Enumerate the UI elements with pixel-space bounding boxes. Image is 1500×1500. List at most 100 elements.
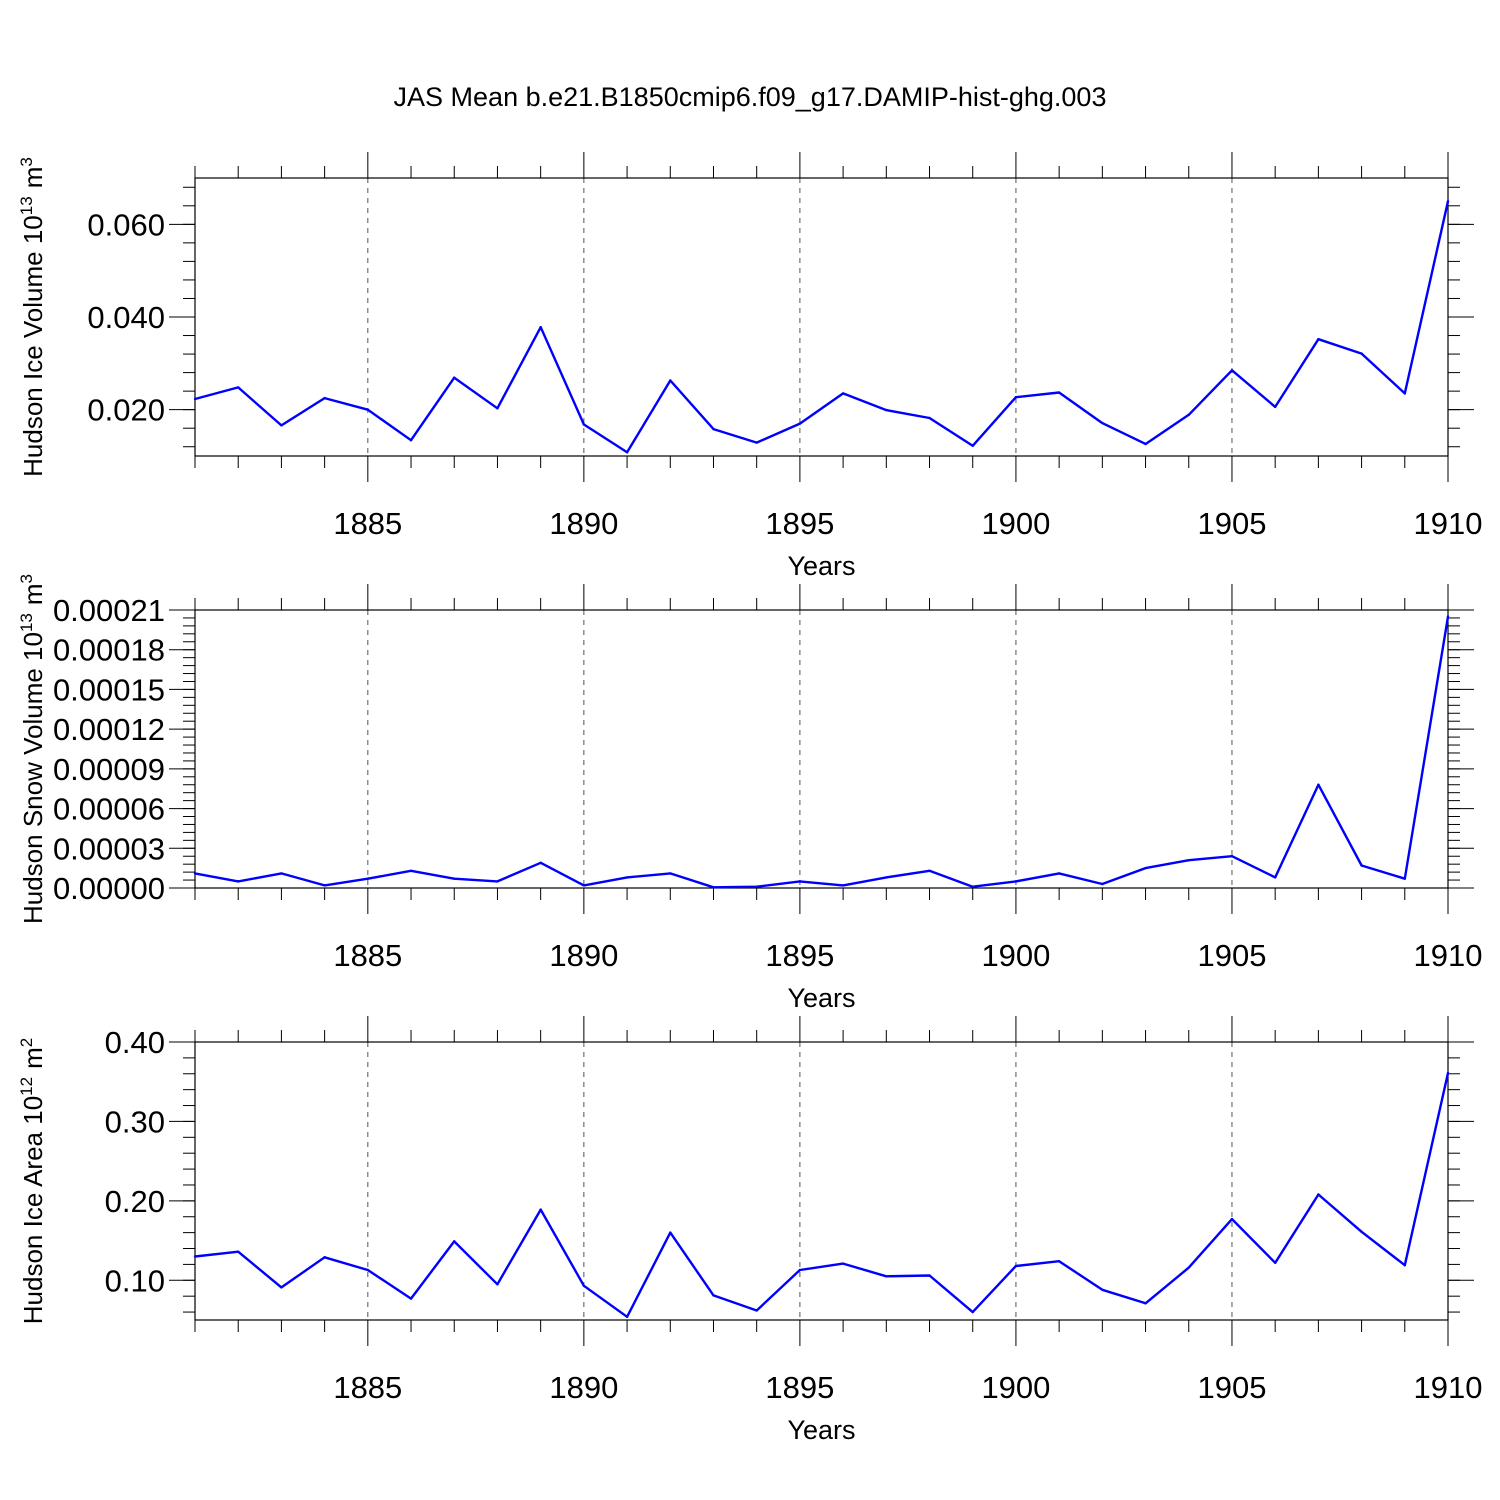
data-point — [755, 1309, 758, 1312]
data-point — [928, 416, 931, 420]
data-point — [755, 441, 758, 444]
data-point — [1187, 859, 1190, 862]
chart-panel-ice-volume: 1885 1890 1895 1900 1905 1910 Years 0.020 0.040 0… — [17, 152, 1482, 581]
data-point — [1187, 413, 1190, 416]
data-point — [496, 880, 499, 883]
data-point — [1144, 1302, 1147, 1305]
x-tick-label: 1905 — [1197, 938, 1266, 973]
data-point — [1144, 866, 1147, 870]
data-point — [1014, 395, 1018, 399]
data-point — [582, 1284, 586, 1288]
data-point — [237, 880, 240, 883]
plot-frame — [194, 609, 1449, 889]
x-axis-title: Years — [787, 1415, 855, 1445]
data-point — [1187, 1266, 1190, 1269]
data-point — [280, 424, 283, 427]
y-axis-title-unit: m — [18, 583, 48, 605]
data-point — [280, 1286, 283, 1289]
x-axis-title: Years — [787, 551, 855, 581]
data-point — [1317, 1193, 1320, 1196]
data-point — [1230, 369, 1234, 372]
data-point — [582, 423, 586, 426]
data-point — [1101, 1288, 1104, 1292]
plot-frame — [194, 1041, 1449, 1321]
data-point — [712, 886, 715, 889]
data-point — [712, 1294, 715, 1297]
x-tick-label: 1890 — [549, 938, 618, 973]
data-point — [1057, 872, 1061, 875]
data-point — [1144, 442, 1147, 446]
data-point — [971, 444, 974, 448]
data-point — [798, 422, 802, 425]
y-tick-label: 0.00012 — [53, 712, 165, 747]
data-point — [1273, 405, 1277, 409]
data-point — [1057, 1260, 1061, 1263]
data-point — [1230, 855, 1234, 858]
x-tick-label: 1895 — [765, 938, 834, 973]
y-tick-label: 0.040 — [87, 300, 165, 335]
data-point — [1230, 1217, 1234, 1221]
y-axis-title-text: Hudson Ice Volume 10 — [18, 215, 48, 477]
data-point — [1057, 391, 1061, 394]
x-tick-label: 1885 — [333, 506, 402, 541]
y-axis-title-exponent: 13 — [17, 196, 36, 215]
y-tick-label: 0.40 — [105, 1025, 165, 1060]
main-title: JAS Mean b.e21.B1850cmip6.f09_g17.DAMIP-… — [394, 82, 1107, 112]
data-point — [971, 1310, 974, 1314]
data-point — [366, 877, 370, 880]
data-point — [1446, 199, 1450, 203]
data-point — [323, 396, 326, 400]
data-point — [1403, 1263, 1406, 1267]
data-point — [625, 876, 629, 879]
data-point — [885, 876, 888, 879]
data-point — [323, 884, 326, 887]
data-point — [625, 451, 629, 454]
data-point — [453, 376, 456, 379]
data-point — [1403, 877, 1406, 880]
x-tick-label: 1900 — [981, 938, 1050, 973]
chart-panel-ice-area: 1885 1890 1895 1900 1905 1910 Years 0.10 0.20 0.3… — [17, 1016, 1482, 1445]
y-tick-label: 0.00003 — [53, 831, 165, 866]
data-point — [366, 1268, 370, 1272]
data-point — [1446, 1071, 1450, 1075]
data-point — [669, 1231, 672, 1234]
data-point — [366, 408, 370, 411]
data-point — [237, 1250, 240, 1253]
data-point — [841, 1262, 845, 1265]
data-point — [193, 1255, 197, 1258]
y-tick-label: 0.060 — [87, 207, 165, 242]
data-point — [1014, 1264, 1018, 1268]
y-axis-title-exponent: 13 — [17, 613, 36, 632]
data-point — [841, 884, 845, 887]
y-axis-title-exponent: 12 — [17, 1077, 36, 1096]
x-tick-label: 1890 — [549, 506, 618, 541]
data-point — [1403, 392, 1406, 395]
data-point — [798, 1268, 802, 1272]
x-tick-label: 1895 — [765, 1370, 834, 1405]
y-tick-label: 0.00015 — [53, 672, 165, 707]
data-point — [237, 386, 240, 389]
data-point — [539, 1208, 542, 1211]
data-point — [798, 880, 802, 883]
y-axis-title: Hudson Snow Volume 1013 m3 — [17, 574, 48, 924]
chart-panel-snow-volume: 1885 1890 1895 1900 1905 1910 Years 0.00000 0.00… — [17, 574, 1482, 1013]
y-axis-title-unit: m — [18, 1047, 48, 1069]
data-point — [1317, 783, 1320, 786]
data-point — [625, 1315, 629, 1319]
y-axis-title-unit-exponent: 3 — [17, 574, 36, 583]
data-point — [841, 392, 845, 395]
y-axis-title-unit-exponent: 2 — [17, 1038, 36, 1047]
data-point — [323, 1256, 326, 1259]
data-point — [928, 869, 931, 872]
series-line-ice-volume — [194, 200, 1450, 454]
y-axis-title-unit-exponent: 3 — [17, 157, 36, 166]
data-point — [928, 1274, 931, 1277]
y-axis-title-unit: m — [18, 167, 48, 189]
x-tick-label: 1910 — [1414, 938, 1483, 973]
y-axis-title-text: Hudson Ice Area 10 — [18, 1096, 48, 1324]
x-tick-label: 1910 — [1414, 1370, 1483, 1405]
data-point — [496, 407, 499, 410]
data-point — [1360, 352, 1363, 355]
y-tick-label: 0.30 — [105, 1104, 165, 1139]
